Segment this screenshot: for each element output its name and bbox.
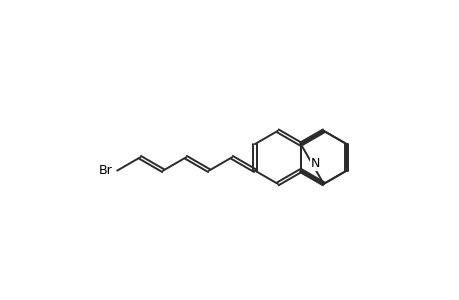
Text: N: N [310, 158, 319, 170]
Text: Br: Br [99, 164, 112, 177]
